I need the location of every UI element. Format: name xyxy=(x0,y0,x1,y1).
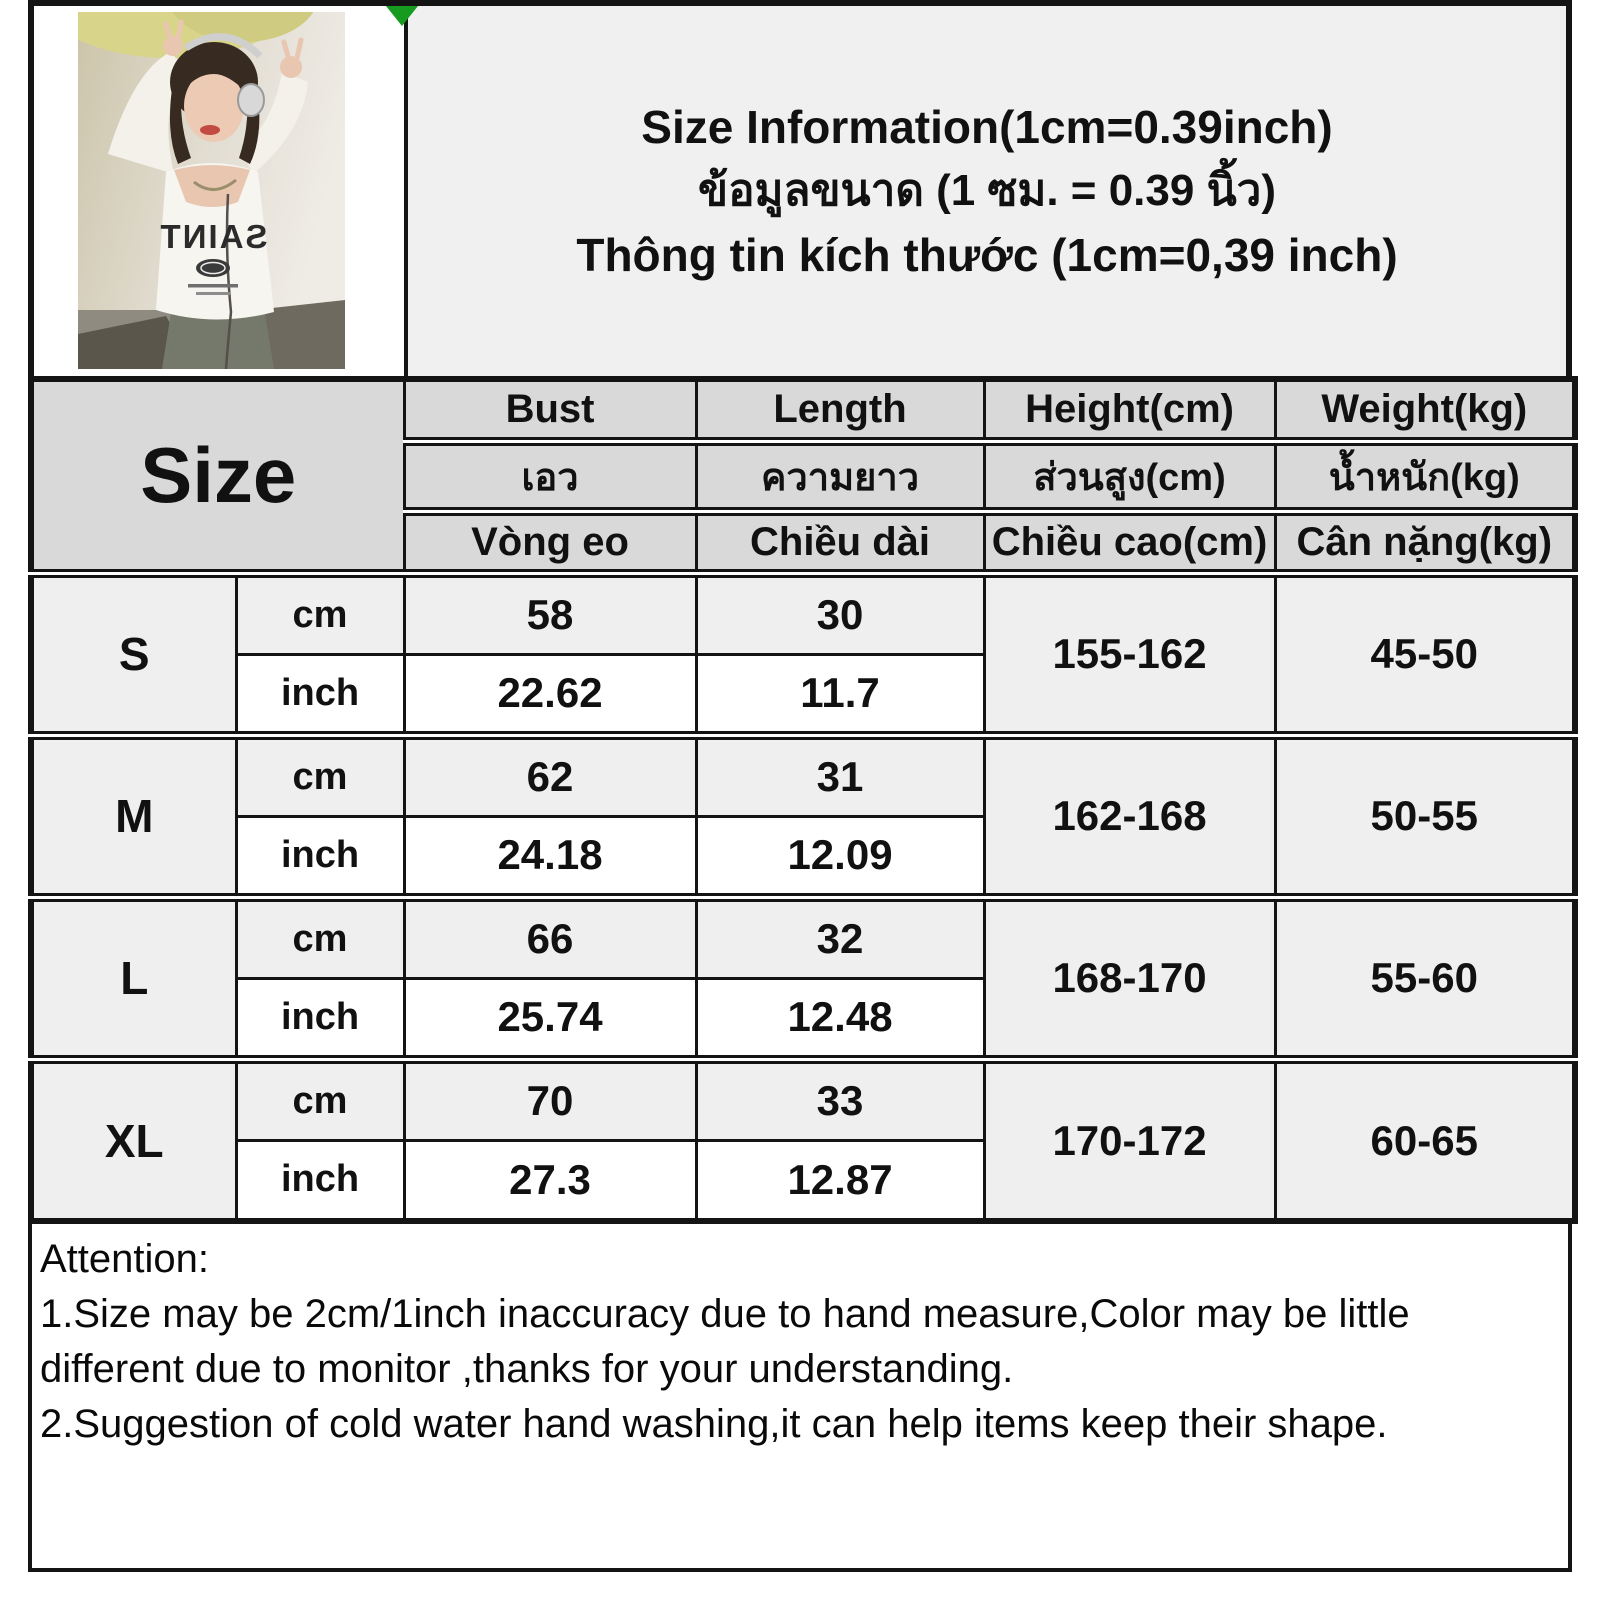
green-corner-marker xyxy=(386,6,418,26)
attention-note-2: 2.Suggestion of cold water hand washing,… xyxy=(40,1402,1388,1446)
s-height: 155-162 xyxy=(982,571,1277,737)
xl-length-inch: 12.87 xyxy=(694,1138,986,1223)
l-length-cm: 32 xyxy=(694,892,986,980)
left-sleeve xyxy=(108,52,188,174)
unit-inch: inch xyxy=(234,814,406,899)
s-length-cm: 30 xyxy=(694,571,986,656)
product-photo: SAINT xyxy=(78,12,345,369)
col-bust-th: เอว xyxy=(402,439,698,516)
xl-height: 170-172 xyxy=(982,1054,1277,1223)
m-bust-inch: 24.18 xyxy=(402,814,698,899)
balloon-2 xyxy=(172,12,314,42)
attention-note-1: 1.Size may be 2cm/1inch inaccuracy due t… xyxy=(40,1292,1410,1391)
col-bust-vi: Vòng eo xyxy=(402,509,698,578)
bangs xyxy=(184,62,246,92)
table-row: L cm 66 32 168-170 55-60 xyxy=(29,892,1577,1061)
m-length-cm: 31 xyxy=(694,730,986,818)
m-height: 162-168 xyxy=(982,730,1277,899)
shirt-smalltext-1 xyxy=(188,284,238,288)
left-fingers xyxy=(163,19,184,45)
headphone-cable xyxy=(224,193,233,369)
product-photo-illustration: SAINT xyxy=(78,12,345,369)
col-height-vi: Chiều cao(cm) xyxy=(982,509,1277,578)
l-bust-inch: 25.74 xyxy=(402,976,698,1061)
table-row: S cm 58 30 155-162 45-50 xyxy=(29,571,1577,737)
title-thai: ข้อมูลขนาด (1 ซม. = 0.39 นิ้ว) xyxy=(697,165,1276,215)
size-label-xl: XL xyxy=(29,1054,238,1223)
table-row: inch 24.18 12.09 xyxy=(31,814,1575,899)
size-label-s: S xyxy=(29,571,238,737)
table-row: M cm 62 31 162-168 50-55 xyxy=(29,730,1577,899)
right-fingers xyxy=(281,37,304,63)
l-bust-cm: 66 xyxy=(402,892,698,980)
xl-bust-inch: 27.3 xyxy=(402,1138,698,1223)
s-bust-cm: 58 xyxy=(402,571,698,656)
col-length-th: ความยาว xyxy=(694,439,986,516)
shirt xyxy=(156,163,274,320)
size-label-l: L xyxy=(29,892,238,1061)
top-row: SAINT Size Information(1cm=0.39inch) ข้อ… xyxy=(28,0,1572,376)
m-weight: 50-55 xyxy=(1273,730,1577,899)
unit-cm: cm xyxy=(234,892,406,980)
headphone-band xyxy=(184,33,263,59)
size-header-cell: Size xyxy=(29,377,406,578)
attention-box: Attention: 1.Size may be 2cm/1inch inacc… xyxy=(28,1224,1572,1572)
col-bust-en: Bust xyxy=(402,377,698,446)
col-height-th: ส่วนสูง(cm) xyxy=(982,439,1277,516)
m-length-inch: 12.09 xyxy=(694,814,986,899)
unit-cm: cm xyxy=(234,571,406,656)
xl-length-cm: 33 xyxy=(694,1054,986,1142)
sheet: SAINT Size Information(1cm=0.39inch) ข้อ… xyxy=(28,0,1579,1572)
title-english: Size Information(1cm=0.39inch) xyxy=(641,100,1333,153)
unit-cm: cm xyxy=(234,1054,406,1142)
shirt-smalltext-2 xyxy=(196,292,230,295)
col-length-vi: Chiều dài xyxy=(694,509,986,578)
l-weight: 55-60 xyxy=(1273,892,1577,1061)
right-sleeve xyxy=(241,72,308,174)
table-row: inch 27.3 12.87 xyxy=(31,1138,1575,1223)
shirt-badge-ring xyxy=(200,261,226,275)
l-height: 168-170 xyxy=(982,892,1277,1061)
col-weight-en: Weight(kg) xyxy=(1273,377,1577,446)
title-block: Size Information(1cm=0.39inch) ข้อมูลขนา… xyxy=(408,6,1566,376)
lips xyxy=(200,125,220,135)
unit-inch: inch xyxy=(234,1138,406,1223)
s-length-inch: 11.7 xyxy=(694,652,986,737)
hair-strand-left xyxy=(169,82,191,164)
col-weight-vi: Cân nặng(kg) xyxy=(1273,509,1577,578)
product-photo-cell: SAINT xyxy=(34,6,408,376)
table-row: XL cm 70 33 170-172 60-65 xyxy=(29,1054,1577,1223)
right-hand xyxy=(280,56,302,78)
xl-weight: 60-65 xyxy=(1273,1054,1577,1223)
attention-heading: Attention: xyxy=(40,1237,210,1281)
title-vietnamese: Thông tin kích thước (1cm=0,39 inch) xyxy=(576,229,1398,282)
s-weight: 45-50 xyxy=(1273,571,1577,737)
chest xyxy=(174,165,250,207)
xl-bust-cm: 70 xyxy=(402,1054,698,1142)
m-bust-cm: 62 xyxy=(402,730,698,818)
size-label-m: M xyxy=(29,730,238,899)
unit-inch: inch xyxy=(234,652,406,737)
headphone-earcup xyxy=(237,83,265,117)
shirt-text: SAINT xyxy=(159,218,268,255)
col-length-en: Length xyxy=(694,377,986,446)
unit-inch: inch xyxy=(234,976,406,1061)
table-row: inch 25.74 12.48 xyxy=(31,976,1575,1061)
face xyxy=(184,70,244,142)
col-weight-th: น้ำหนัก(kg) xyxy=(1273,439,1577,516)
table-row: inch 22.62 11.7 xyxy=(31,652,1575,737)
necklace xyxy=(193,178,237,191)
size-table: Size Bust Length Height(cm) Weight(kg) เ… xyxy=(28,376,1579,1224)
l-length-inch: 12.48 xyxy=(694,976,986,1061)
unit-cm: cm xyxy=(234,730,406,818)
s-bust-inch: 22.62 xyxy=(402,652,698,737)
col-height-en: Height(cm) xyxy=(982,377,1277,446)
